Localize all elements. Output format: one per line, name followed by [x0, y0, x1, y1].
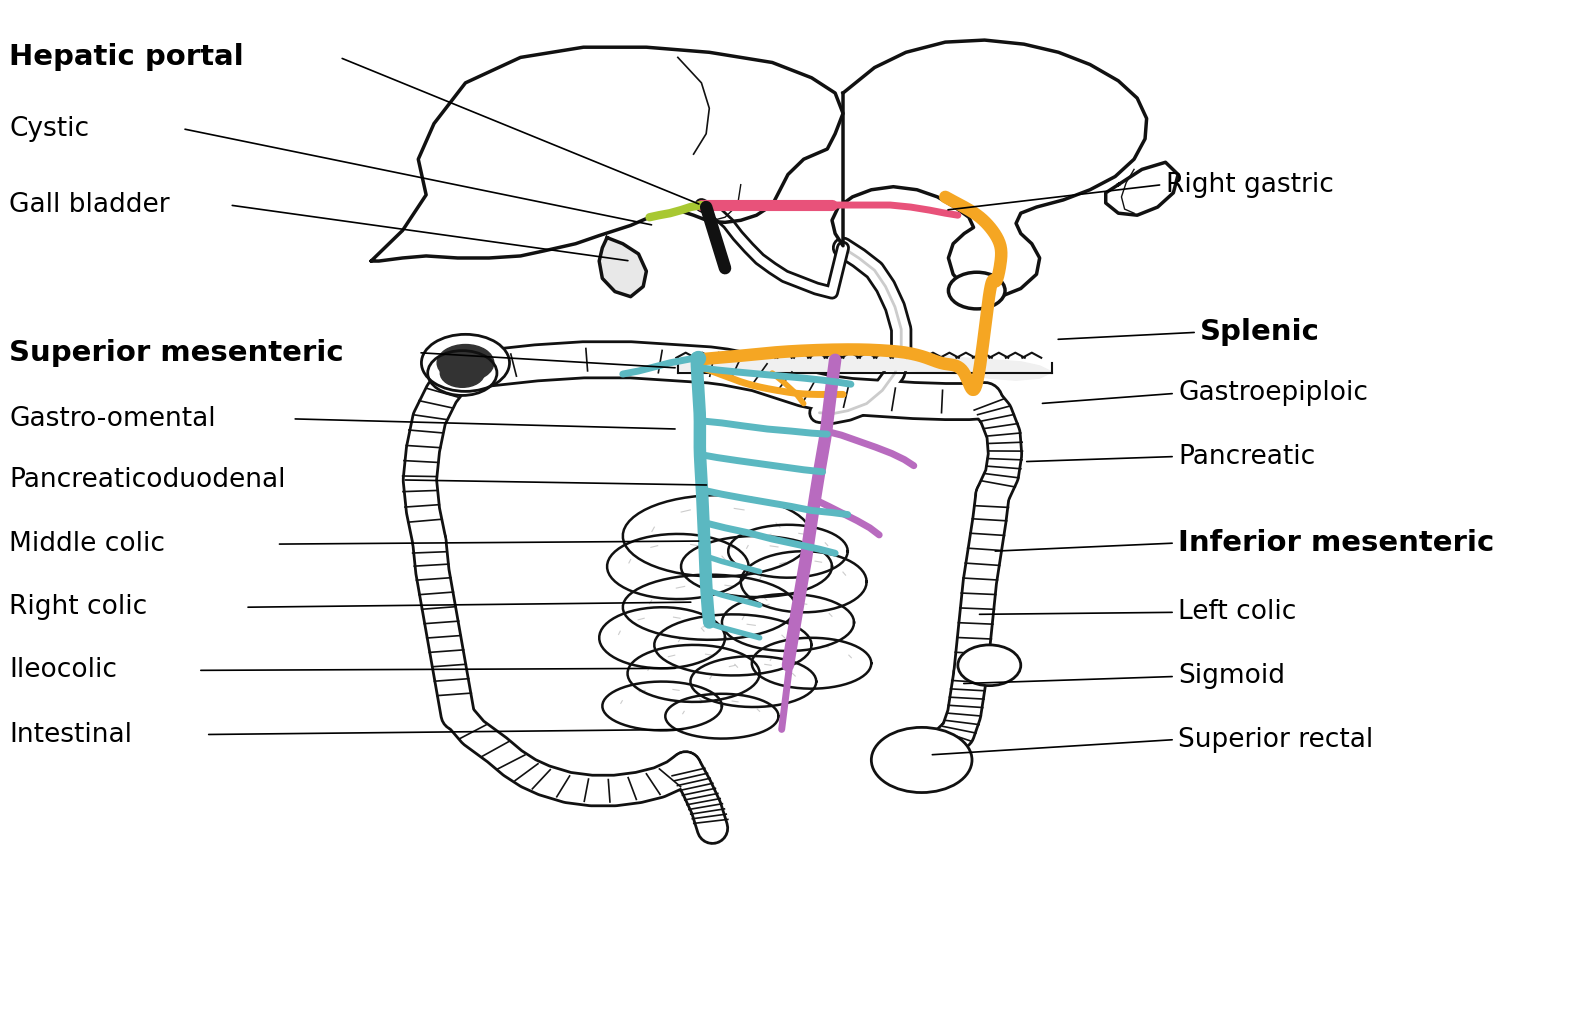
Polygon shape: [622, 495, 812, 577]
Text: Gall bladder: Gall bladder: [9, 192, 169, 218]
Text: Splenic: Splenic: [1200, 319, 1320, 346]
Circle shape: [440, 358, 484, 387]
Polygon shape: [752, 638, 871, 689]
Polygon shape: [627, 645, 760, 701]
Circle shape: [427, 350, 497, 395]
Polygon shape: [741, 551, 866, 613]
Polygon shape: [603, 682, 722, 730]
Polygon shape: [654, 615, 812, 676]
Text: Gastro-omental: Gastro-omental: [9, 406, 215, 432]
Text: Sigmoid: Sigmoid: [1178, 664, 1285, 689]
Text: Cystic: Cystic: [9, 115, 89, 142]
Text: Pancreatic: Pancreatic: [1178, 443, 1315, 470]
Text: Right gastric: Right gastric: [1165, 172, 1333, 198]
Polygon shape: [728, 525, 848, 578]
Text: Inferior mesenteric: Inferior mesenteric: [1178, 529, 1494, 557]
Circle shape: [958, 645, 1021, 686]
Polygon shape: [622, 575, 796, 640]
Text: Intestinal: Intestinal: [9, 722, 133, 747]
Polygon shape: [600, 238, 646, 297]
Polygon shape: [1107, 162, 1178, 215]
Circle shape: [948, 273, 1005, 309]
Text: Hepatic portal: Hepatic portal: [9, 43, 244, 71]
Polygon shape: [665, 694, 779, 738]
Text: Middle colic: Middle colic: [9, 531, 165, 557]
Text: Right colic: Right colic: [9, 594, 147, 620]
Polygon shape: [681, 536, 833, 597]
Text: Left colic: Left colic: [1178, 599, 1296, 625]
Polygon shape: [722, 594, 853, 651]
Text: Pancreaticoduodenal: Pancreaticoduodenal: [9, 467, 287, 493]
Polygon shape: [690, 657, 817, 707]
Text: Superior mesenteric: Superior mesenteric: [9, 339, 344, 367]
Polygon shape: [600, 607, 725, 669]
Circle shape: [871, 727, 972, 792]
Text: Ileocolic: Ileocolic: [9, 658, 117, 683]
Circle shape: [437, 344, 494, 381]
Text: Superior rectal: Superior rectal: [1178, 727, 1374, 752]
Polygon shape: [674, 351, 1053, 380]
Polygon shape: [370, 47, 844, 261]
Polygon shape: [608, 534, 749, 599]
Polygon shape: [833, 40, 1146, 297]
Circle shape: [421, 334, 510, 391]
Text: Gastroepiploic: Gastroepiploic: [1178, 381, 1368, 406]
